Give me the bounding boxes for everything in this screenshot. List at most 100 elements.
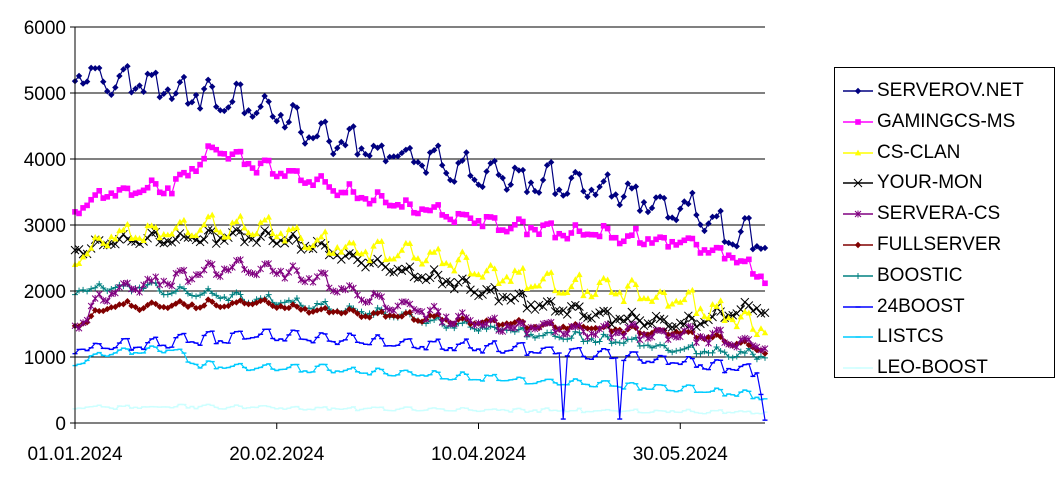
data-point: [463, 314, 470, 322]
data-point: [358, 313, 365, 321]
data-point: [120, 301, 127, 308]
data-point: [132, 303, 139, 311]
data-point: [753, 331, 761, 338]
data-point: [403, 197, 409, 203]
data-point: [120, 66, 127, 73]
data-point: [261, 216, 268, 223]
data-point: [273, 270, 281, 278]
data-point: [209, 144, 215, 151]
data-point: [430, 302, 438, 310]
data-point: [705, 339, 712, 347]
data-point: [741, 215, 749, 222]
data-point: [596, 338, 603, 345]
data-point: [660, 194, 668, 202]
data-point: [677, 298, 684, 305]
data-point: [757, 325, 765, 332]
data-point: [438, 319, 446, 327]
data-point: [503, 186, 510, 193]
data-point: [237, 297, 244, 304]
data-point: [673, 328, 680, 335]
data-point: [196, 105, 204, 112]
data-point: [87, 64, 95, 72]
data-point: [217, 228, 224, 235]
data-point: [229, 151, 236, 158]
data-point: [358, 296, 365, 304]
data-point: [564, 325, 571, 333]
data-point: [398, 149, 406, 157]
data-point: [180, 73, 188, 81]
data-point: [265, 291, 272, 298]
data-point: [733, 259, 740, 266]
data-point: [709, 329, 716, 337]
data-point: [124, 298, 131, 305]
data-point: [599, 306, 608, 316]
data-point: [753, 243, 761, 250]
data-point: [422, 315, 430, 323]
data-point: [733, 323, 740, 330]
data-point: [721, 339, 729, 347]
data-point: [136, 82, 143, 89]
data-point: [169, 190, 175, 197]
data-point: [293, 303, 301, 310]
data-point: [657, 341, 664, 348]
data-point: [612, 191, 619, 198]
data-point: [164, 280, 172, 288]
series-line: [74, 345, 766, 401]
data-point: [685, 344, 692, 351]
legend-swatch: [843, 118, 873, 125]
data-point: [156, 189, 163, 196]
data-point: [354, 249, 361, 256]
series-line: [74, 259, 766, 351]
data-point: [204, 259, 212, 267]
data-point: [516, 216, 522, 222]
data-point: [104, 242, 111, 249]
data-point: [136, 288, 143, 296]
data-point: [693, 211, 700, 219]
data-point: [350, 284, 357, 292]
data-point: [607, 320, 617, 329]
data-point: [395, 201, 401, 208]
data-point: [298, 177, 304, 184]
data-point: [342, 309, 349, 316]
data-point: [673, 216, 680, 224]
data-point: [483, 267, 490, 274]
data-point: [172, 269, 180, 277]
data-point: [697, 221, 704, 228]
data-point: [491, 324, 498, 331]
data-point: [398, 313, 406, 320]
data-point: [689, 235, 696, 242]
data-point: [362, 196, 369, 202]
data-point: [96, 64, 103, 72]
data-point: [225, 233, 232, 240]
data-point: [685, 288, 692, 295]
data-point: [604, 225, 611, 232]
data-point: [168, 290, 175, 297]
data-point: [281, 304, 289, 312]
data-point: [326, 138, 333, 145]
data-point: [641, 241, 647, 248]
data-point: [301, 140, 309, 147]
data-point: [544, 221, 550, 227]
data-point: [681, 237, 688, 244]
data-point: [317, 233, 325, 240]
data-point: [620, 238, 627, 245]
data-point: [571, 323, 579, 331]
data-point: [195, 237, 205, 247]
data-point: [576, 228, 583, 235]
data-point: [310, 182, 316, 189]
data-point: [148, 177, 155, 184]
data-point: [709, 213, 716, 221]
data-point: [438, 162, 446, 169]
data-point: [753, 343, 761, 351]
data-point: [245, 160, 252, 167]
data-point: [136, 235, 143, 241]
data-point: [382, 158, 389, 165]
data-point: [249, 165, 256, 171]
series-line: [74, 403, 766, 415]
data-point: [301, 243, 309, 250]
data-point: [394, 313, 402, 320]
data-point: [297, 276, 305, 284]
data-point: [362, 248, 369, 255]
data-point: [180, 285, 187, 292]
data-point: [600, 222, 607, 229]
